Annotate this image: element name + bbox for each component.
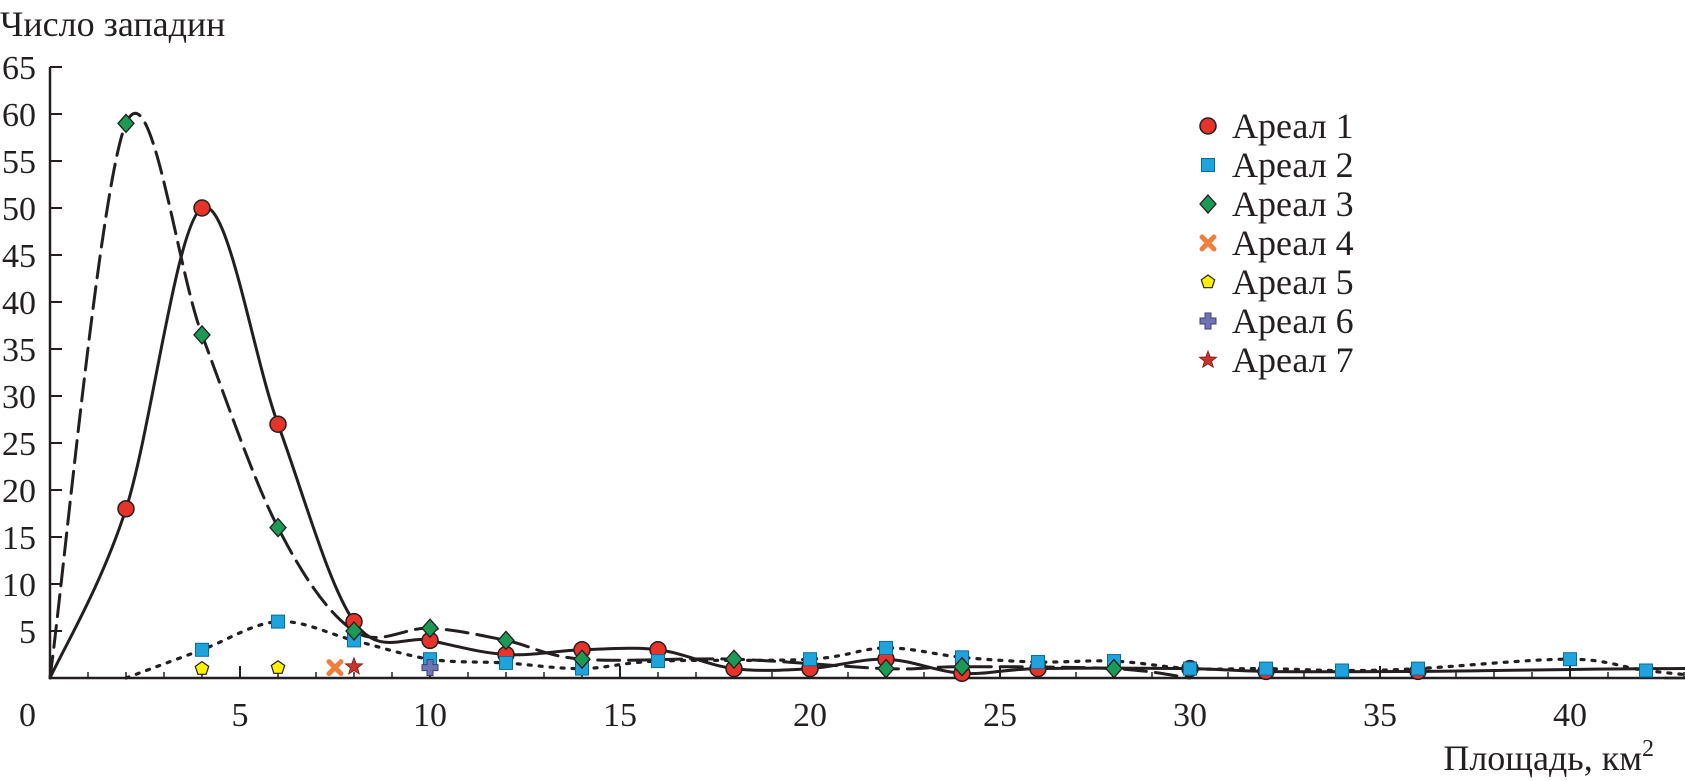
legend-marker bbox=[1199, 194, 1217, 214]
legend-label: Ареал 7 bbox=[1232, 340, 1354, 380]
y-tick-label: 25 bbox=[2, 426, 36, 463]
series-7-points bbox=[344, 656, 364, 675]
y-tick-label: 30 bbox=[2, 379, 36, 416]
y-tick-label: 55 bbox=[2, 144, 36, 181]
y-tick-label: 35 bbox=[2, 332, 36, 369]
series-2-point bbox=[271, 614, 285, 629]
y-tick-label: 40 bbox=[2, 285, 36, 322]
legend-marker bbox=[1201, 158, 1215, 172]
y-tick-label: 20 bbox=[2, 473, 36, 510]
series-3-point bbox=[1105, 658, 1123, 679]
series-3-point bbox=[573, 649, 591, 670]
legend-marker bbox=[1198, 349, 1218, 369]
legend-item-2: Ареал 2 bbox=[1201, 145, 1354, 185]
series-2-point bbox=[1411, 661, 1425, 676]
legend-item-7: Ареал 7 bbox=[1198, 340, 1354, 380]
series-1-points bbox=[117, 199, 1427, 683]
series-3-curve bbox=[48, 111, 1192, 680]
y-tick-label: 45 bbox=[2, 238, 36, 275]
legend-item-1: Ареал 1 bbox=[1199, 106, 1354, 146]
series-3-point bbox=[497, 630, 515, 651]
legend-label: Ареал 2 bbox=[1232, 145, 1354, 185]
legend-label: Ареал 3 bbox=[1232, 184, 1354, 224]
y-tick-label: 10 bbox=[2, 567, 36, 604]
series-3-point bbox=[117, 113, 135, 134]
y-axis-title: Число западин bbox=[0, 4, 225, 44]
series-2-point bbox=[1259, 661, 1273, 676]
legend-marker bbox=[1199, 117, 1217, 135]
legend-marker bbox=[1199, 312, 1217, 330]
x-tick-label: 10 bbox=[413, 697, 447, 734]
series-7-point bbox=[344, 656, 364, 675]
series-3-point bbox=[877, 658, 895, 679]
series-1-point bbox=[269, 415, 287, 433]
series-5-point bbox=[270, 659, 286, 674]
series-1-curve bbox=[48, 205, 1685, 680]
x-tick-label: 20 bbox=[793, 697, 827, 734]
series-3-point bbox=[421, 618, 439, 639]
series-2-point bbox=[1639, 663, 1653, 678]
series-3-point bbox=[345, 621, 363, 641]
series-2-point bbox=[1335, 663, 1349, 678]
y-tick-label: 60 bbox=[2, 97, 36, 134]
series-2-point bbox=[195, 642, 209, 657]
legend-label: Ареал 6 bbox=[1232, 301, 1354, 341]
x-tick-label: 40 bbox=[1553, 697, 1587, 734]
series-3-points bbox=[117, 113, 1123, 679]
x-tick-label: 25 bbox=[983, 697, 1017, 734]
legend-item-4: Ареал 4 bbox=[1199, 223, 1354, 263]
legend-label: Ареал 1 bbox=[1232, 106, 1354, 146]
curves bbox=[48, 111, 1685, 680]
series-2-point bbox=[803, 652, 817, 667]
y-tick-label: 50 bbox=[2, 191, 36, 228]
series-5-points bbox=[194, 659, 286, 675]
series-2-point bbox=[879, 640, 893, 655]
legend-marker bbox=[1199, 234, 1217, 252]
series-5-point bbox=[194, 660, 210, 675]
series-2-point bbox=[1563, 652, 1577, 667]
series-6-point bbox=[421, 659, 439, 677]
series-2-point bbox=[1183, 661, 1197, 676]
series-4-point bbox=[326, 659, 344, 677]
x-tick-label: 30 bbox=[1173, 697, 1207, 734]
series-3-point bbox=[725, 649, 743, 670]
series-2-points bbox=[195, 614, 1653, 678]
series-1-point bbox=[117, 500, 135, 518]
series-2-point bbox=[499, 655, 513, 670]
series-3-point bbox=[269, 517, 287, 538]
y-tick-label: 5 bbox=[19, 614, 36, 651]
legend-item-6: Ареал 6 bbox=[1199, 301, 1354, 341]
y-tick-label: 15 bbox=[2, 520, 36, 557]
series-2-point bbox=[651, 654, 665, 669]
x-axis-title-superscript: 2 bbox=[1642, 736, 1654, 762]
x-tick-label: 5 bbox=[232, 697, 249, 734]
series-3-point bbox=[193, 324, 211, 345]
x-tick-label: 15 bbox=[603, 697, 637, 734]
markers bbox=[117, 113, 1653, 683]
legend-marker bbox=[1200, 274, 1216, 289]
series-2-point bbox=[1031, 655, 1045, 670]
x-tick-label: 35 bbox=[1363, 697, 1397, 734]
legend-item-5: Ареал 5 bbox=[1200, 262, 1354, 302]
series-1-point bbox=[193, 199, 211, 217]
series-3-point bbox=[953, 656, 971, 677]
y-tick-label: 65 bbox=[2, 50, 36, 87]
legend-label: Ареал 5 bbox=[1232, 262, 1354, 302]
x-axis-title: Площадь, км2 bbox=[1443, 736, 1654, 778]
series-4-points bbox=[326, 659, 344, 677]
origin-label: 0 bbox=[19, 697, 36, 734]
legend-label: Ареал 4 bbox=[1232, 223, 1354, 263]
series-6-points bbox=[421, 659, 439, 677]
legend-item-3: Ареал 3 bbox=[1199, 184, 1354, 224]
